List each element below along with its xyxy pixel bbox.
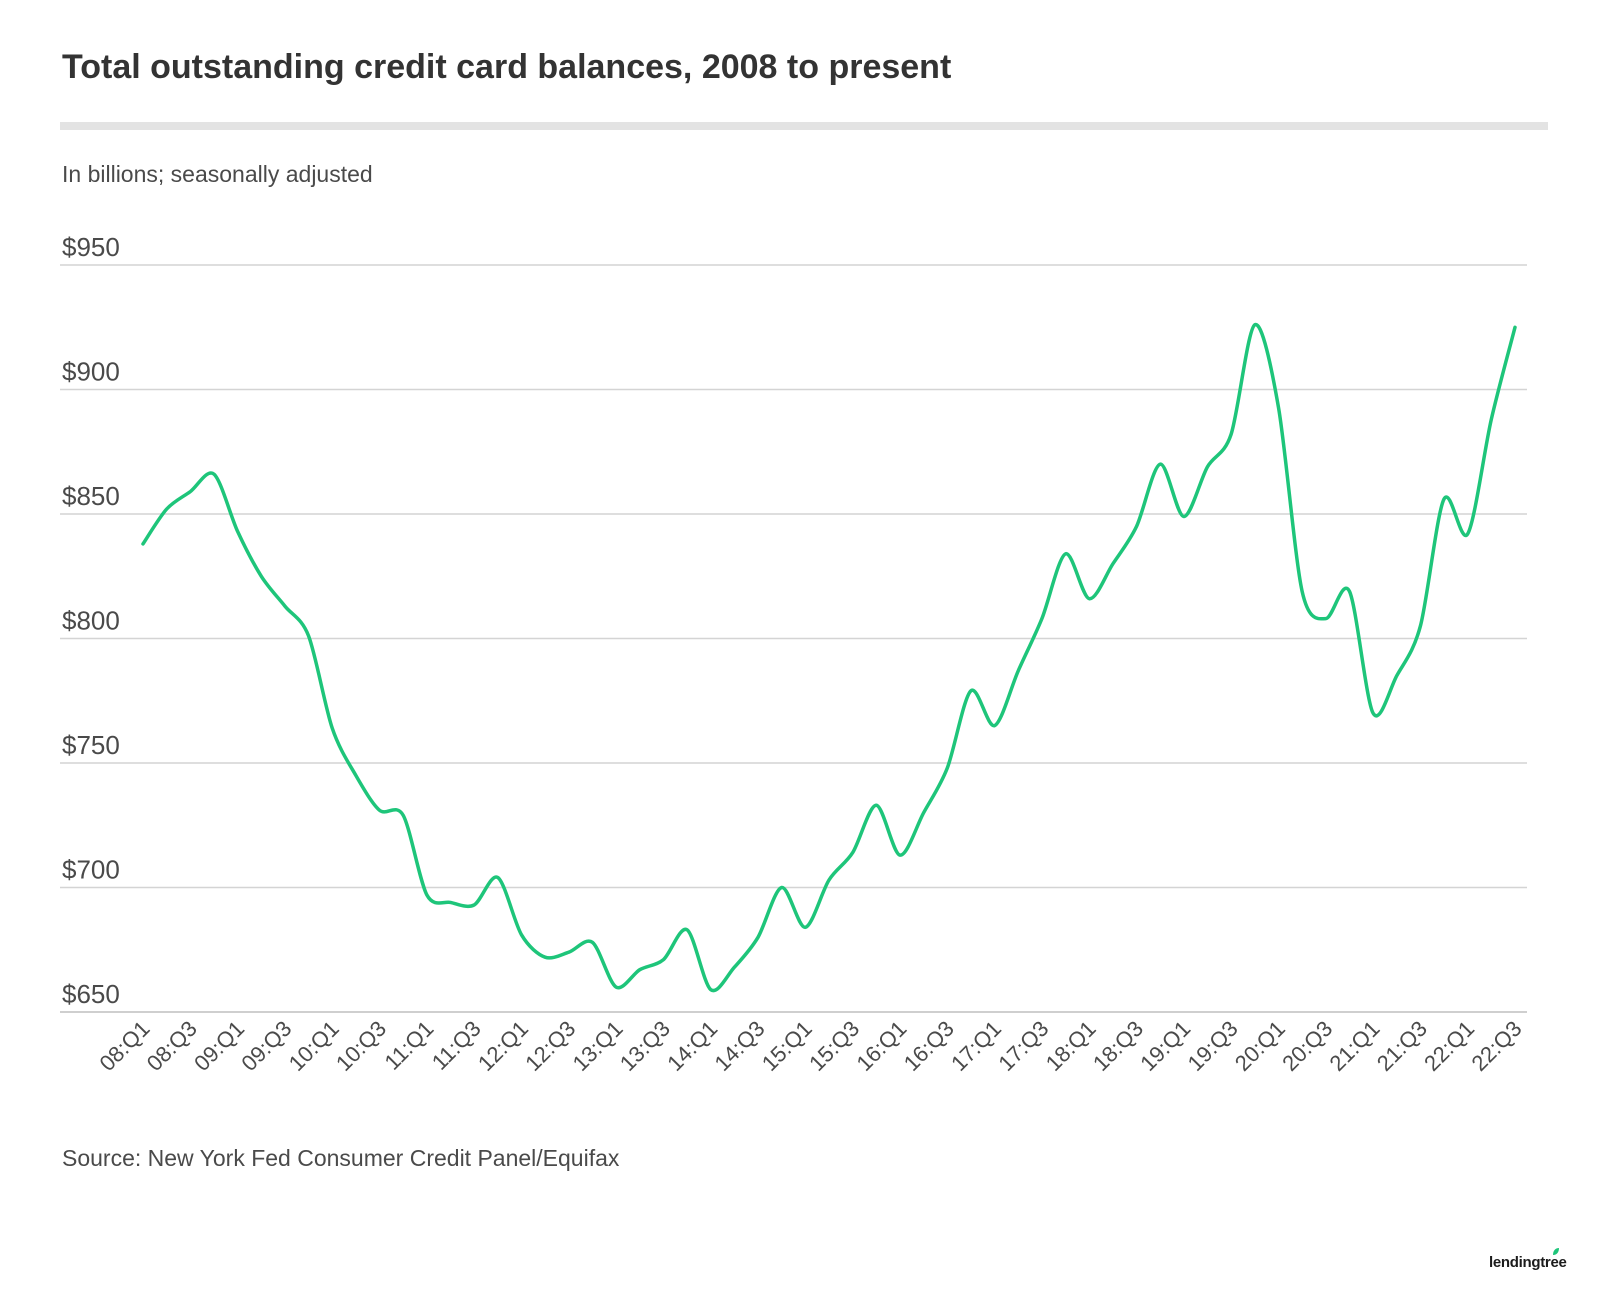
- x-tick-label: 08:Q3: [142, 1016, 202, 1076]
- series-layer: [141, 323, 1517, 993]
- y-tick-label: $900: [62, 357, 120, 387]
- x-tick-label: 19:Q3: [1183, 1016, 1243, 1076]
- y-tick-label: $950: [62, 232, 120, 262]
- x-axis-labels: 08:Q108:Q309:Q109:Q310:Q110:Q311:Q111:Q3…: [94, 1016, 1526, 1076]
- x-tick-label: 13:Q3: [615, 1016, 675, 1076]
- x-tick-label: 21:Q1: [1325, 1016, 1385, 1076]
- x-tick-label: 09:Q3: [236, 1016, 296, 1076]
- x-tick-label: 16:Q1: [851, 1016, 911, 1076]
- y-tick-label: $650: [62, 979, 120, 1009]
- series-line-balances: [141, 323, 1517, 993]
- x-tick-label: 21:Q3: [1372, 1016, 1432, 1076]
- x-tick-label: 12:Q3: [520, 1016, 580, 1076]
- x-tick-label: 11:Q1: [379, 1016, 438, 1075]
- x-tick-label: 15:Q3: [804, 1016, 864, 1076]
- x-tick-label: 10:Q1: [284, 1016, 344, 1076]
- gridlines: [60, 264, 1527, 1013]
- x-tick-label: 14:Q1: [662, 1016, 722, 1076]
- x-tick-label: 20:Q1: [1230, 1016, 1290, 1076]
- x-tick-label: 19:Q1: [1135, 1016, 1195, 1076]
- x-tick-label: 09:Q1: [189, 1016, 249, 1076]
- x-tick-label: 18:Q1: [1041, 1016, 1101, 1076]
- chart-title: Total outstanding credit card balances, …: [62, 48, 952, 86]
- leaf-icon: [1553, 1248, 1559, 1255]
- x-tick-label: 11:Q3: [427, 1016, 486, 1075]
- lendingtree-logo: lendingtree: [1489, 1254, 1567, 1271]
- y-tick-label: $700: [62, 855, 120, 885]
- y-tick-label: $750: [62, 730, 120, 760]
- y-tick-label: $850: [62, 481, 120, 511]
- x-tick-label: 22:Q1: [1419, 1016, 1479, 1076]
- title-divider: [60, 122, 1548, 130]
- x-tick-label: 14:Q3: [710, 1016, 770, 1076]
- x-tick-label: 10:Q3: [331, 1016, 391, 1076]
- y-tick-label: $800: [62, 606, 120, 636]
- source-note: Source: New York Fed Consumer Credit Pan…: [62, 1145, 620, 1171]
- x-tick-label: 16:Q3: [899, 1016, 959, 1076]
- y-axis-labels: $650 $700 $750 $800 $850 $900 $950: [62, 232, 120, 1009]
- chart-subtitle: In billions; seasonally adjusted: [62, 161, 373, 187]
- x-tick-label: 17:Q3: [993, 1016, 1053, 1076]
- x-tick-label: 15:Q1: [757, 1016, 817, 1076]
- x-tick-label: 22:Q3: [1466, 1016, 1526, 1076]
- x-tick-label: 20:Q3: [1277, 1016, 1337, 1076]
- x-tick-label: 18:Q3: [1088, 1016, 1148, 1076]
- x-tick-label: 08:Q1: [94, 1016, 154, 1076]
- x-tick-label: 17:Q1: [946, 1016, 1006, 1076]
- x-tick-label: 12:Q1: [473, 1016, 533, 1076]
- x-tick-label: 13:Q1: [568, 1016, 628, 1076]
